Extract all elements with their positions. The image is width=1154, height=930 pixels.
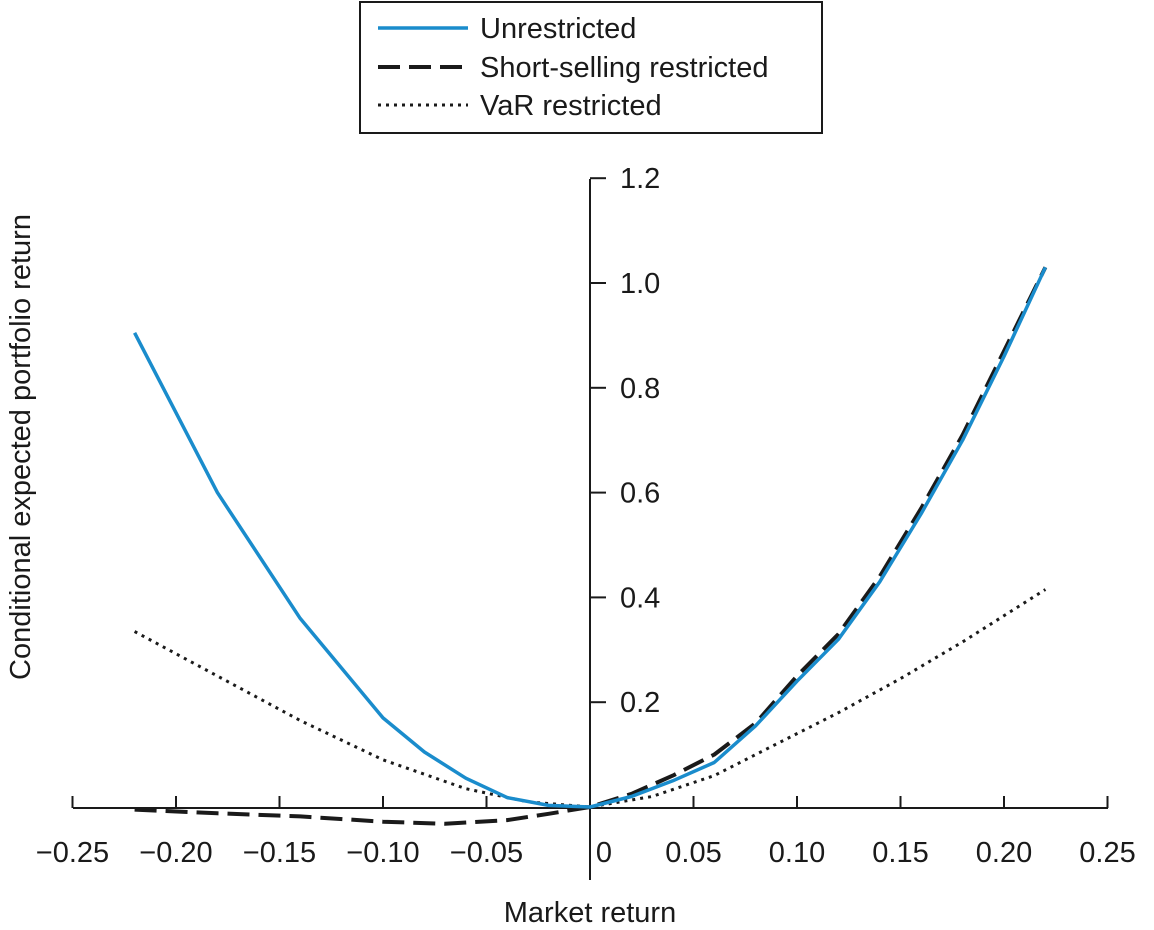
x-axis-title: Market return xyxy=(504,897,676,929)
y-axis-title: Conditional expected portfolio return xyxy=(5,214,37,680)
series-layer xyxy=(133,266,1048,826)
y-tick-label: 1.0 xyxy=(620,268,660,300)
x-tick-label: −0.05 xyxy=(450,837,523,869)
legend-label: Short-selling restricted xyxy=(480,52,769,84)
x-tick-label: 0.15 xyxy=(872,837,928,869)
legend-box xyxy=(359,1,823,134)
legend-label: VaR restricted xyxy=(480,90,662,122)
x-tick-label: 0.10 xyxy=(769,837,825,869)
legend-label: Unrestricted xyxy=(480,13,636,45)
y-tick-label: 0.2 xyxy=(620,687,660,719)
x-tick-label: 0.25 xyxy=(1079,837,1135,869)
y-tick-label: 0.6 xyxy=(620,478,660,510)
x-tick-label: −0.20 xyxy=(139,837,212,869)
y-tick-label: 1.2 xyxy=(620,163,660,195)
x-axis-ticks: −0.25 −0.20 −0.15 −0.10 −0.05 0 0.05 0.10 0.15 0.… xyxy=(36,796,1136,869)
y-tick-label: 0.4 xyxy=(620,582,660,614)
series-line-short-selling-restricted xyxy=(134,266,1048,826)
series-line-unrestricted xyxy=(133,266,1047,809)
y-tick-label: 0.8 xyxy=(620,373,660,405)
y-axis-ticks: 0.2 0.4 0.6 0.8 1.0 1.2 xyxy=(590,163,660,719)
x-tick-label: 0.20 xyxy=(976,837,1032,869)
x-tick-label: 0 xyxy=(596,837,612,869)
legend: Unrestricted Short-selling restricted VaR … xyxy=(359,1,823,134)
x-tick-label: −0.15 xyxy=(243,837,316,869)
x-tick-label: −0.10 xyxy=(346,837,419,869)
x-tick-label: 0.05 xyxy=(665,837,721,869)
axes: −0.25 −0.20 −0.15 −0.10 −0.05 0 0.05 0.10 0.15 0.… xyxy=(36,163,1136,880)
x-tick-label: −0.25 xyxy=(36,837,109,869)
